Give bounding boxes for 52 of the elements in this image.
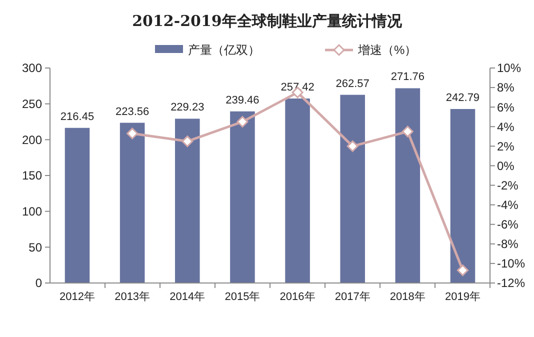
point <box>346 140 358 152</box>
y2-tick-label: 8% <box>497 80 515 95</box>
y2-tick-label: -6% <box>497 218 519 232</box>
data-label: 239.46 <box>226 94 260 106</box>
x-tick-label: 2015年 <box>224 291 260 303</box>
bar <box>450 109 476 283</box>
data-label: 242.79 <box>446 92 480 104</box>
y2-tick-label: -10% <box>497 256 526 271</box>
bar <box>230 111 255 283</box>
point <box>236 116 248 128</box>
point <box>126 128 138 140</box>
y2-tick-label: 0% <box>497 158 515 173</box>
data-label: 271.76 <box>390 71 424 84</box>
x-tick-label: 2019年 <box>445 291 480 303</box>
y2-tick-label: 6% <box>497 100 515 114</box>
y2-tick-label: 10% <box>497 61 522 76</box>
data-label: 216.45 <box>60 110 94 123</box>
legend-label: 增速（%） <box>357 43 417 58</box>
data-label: 257.42 <box>280 82 314 94</box>
point <box>182 136 194 148</box>
point <box>456 264 468 276</box>
y-tick-label: 150 <box>22 168 42 183</box>
bar <box>120 122 145 283</box>
data-label: 262.57 <box>336 78 370 90</box>
data-label: 229.23 <box>170 102 204 114</box>
x-tick-label: 2018年 <box>390 291 426 303</box>
y2-tick-label: 4% <box>497 120 515 134</box>
x-tick-label: 2016年 <box>280 291 316 303</box>
x-tick-label: 2017年 <box>334 291 370 303</box>
x-tick-label: 2013年 <box>114 291 150 303</box>
y2-tick-label: -4% <box>497 198 519 212</box>
y-tick-label: 50 <box>28 240 42 254</box>
chart-title: 2012-2019年全球制鞋业产量统计情况 <box>132 12 403 30</box>
y2-tick-label: 2% <box>497 139 515 154</box>
data-label: 223.56 <box>116 106 150 118</box>
y-tick-label: 200 <box>22 132 42 147</box>
legend-label: 产量（亿双） <box>188 43 260 58</box>
x-tick-label: 2012年 <box>60 291 95 303</box>
bar <box>285 98 310 283</box>
y2-tick-label: -2% <box>497 178 519 192</box>
bar <box>395 88 420 283</box>
y-tick-label: 300 <box>22 61 42 76</box>
bar <box>340 94 365 283</box>
y-tick-label: 0 <box>35 276 42 290</box>
y-tick-label: 250 <box>22 97 42 112</box>
bar <box>64 128 90 283</box>
y2-tick-label: -8% <box>497 237 519 252</box>
y2-tick-label: -12% <box>497 276 526 290</box>
point <box>402 126 414 138</box>
y-tick-label: 100 <box>22 204 42 219</box>
bar <box>175 118 200 283</box>
x-tick-label: 2014年 <box>170 291 206 303</box>
